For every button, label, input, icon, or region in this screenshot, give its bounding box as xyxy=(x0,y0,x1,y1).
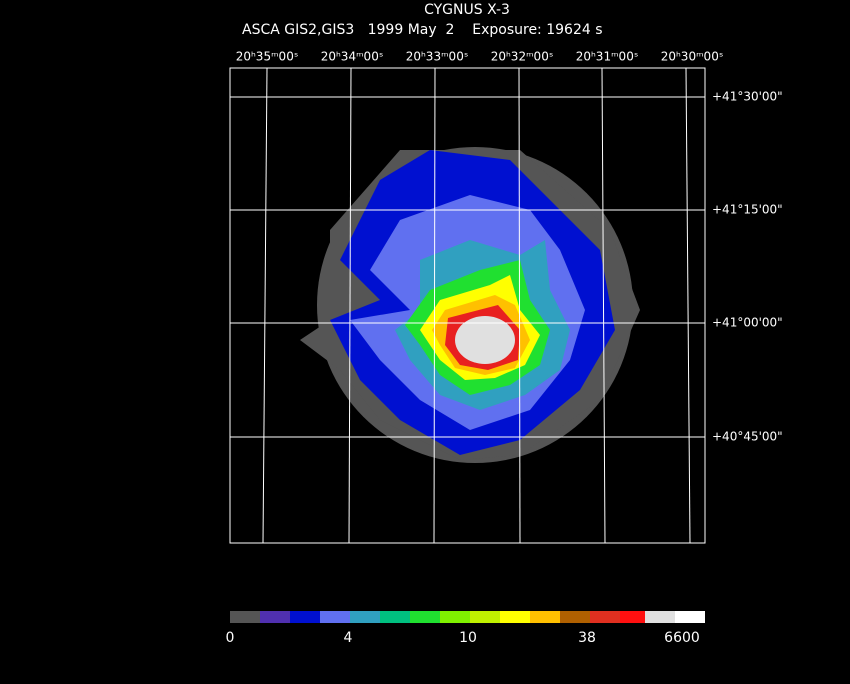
grid-line xyxy=(262,67,268,544)
subtitle: ASCA GIS2,GIS3 1999 May 2 Exposure: 1962… xyxy=(242,22,603,38)
grid-line xyxy=(433,67,436,544)
grid-line xyxy=(348,67,352,544)
dec-label: +41°15'00" xyxy=(712,203,783,217)
colorbar xyxy=(230,611,705,623)
grid-line xyxy=(518,67,521,544)
dec-label: +41°30'00" xyxy=(712,90,783,104)
colorbar-segment xyxy=(590,611,620,623)
ra-label: 20ʰ34ᵐ00ˢ xyxy=(321,50,384,64)
ra-label: 20ʰ31ᵐ00ˢ xyxy=(576,50,639,64)
colorbar-segment xyxy=(350,611,380,623)
colorbar-segment xyxy=(675,611,705,623)
colorbar-segment xyxy=(620,611,645,623)
ra-label: 20ʰ35ᵐ00ˢ xyxy=(236,50,299,64)
frame xyxy=(229,67,706,544)
colorbar-segment xyxy=(560,611,590,623)
colorbar-segment xyxy=(410,611,440,623)
ra-label: 20ʰ33ᵐ00ˢ xyxy=(406,50,469,64)
colorbar-segment xyxy=(320,611,350,623)
colorbar-label: 0 xyxy=(226,630,235,646)
colorbar-label: 10 xyxy=(459,630,477,646)
colorbar-segment xyxy=(500,611,530,623)
colorbar-segment xyxy=(440,611,470,623)
colorbar-label: 4 xyxy=(344,630,353,646)
colorbar-segment xyxy=(645,611,675,623)
layer-white xyxy=(455,316,515,364)
grid-line xyxy=(601,67,606,544)
colorbar-segment xyxy=(260,611,290,623)
colorbar-label: 6600 xyxy=(664,630,700,646)
coordinate-grid xyxy=(229,67,706,544)
ra-label: 20ʰ32ᵐ00ˢ xyxy=(491,50,554,64)
colorbar-label: 38 xyxy=(578,630,596,646)
title: CYGNUS X-3 xyxy=(424,2,510,18)
dec-label: +41°00'00" xyxy=(712,316,783,330)
dec-label: +40°45'00" xyxy=(712,430,783,444)
colorbar-segment xyxy=(530,611,560,623)
sky-image xyxy=(300,147,640,463)
grid-line xyxy=(685,67,691,544)
colorbar-segment xyxy=(290,611,320,623)
colorbar-segment xyxy=(380,611,410,623)
colorbar-segment xyxy=(470,611,500,623)
ra-label: 20ʰ30ᵐ00ˢ xyxy=(661,50,724,64)
colorbar-segment xyxy=(230,611,260,623)
